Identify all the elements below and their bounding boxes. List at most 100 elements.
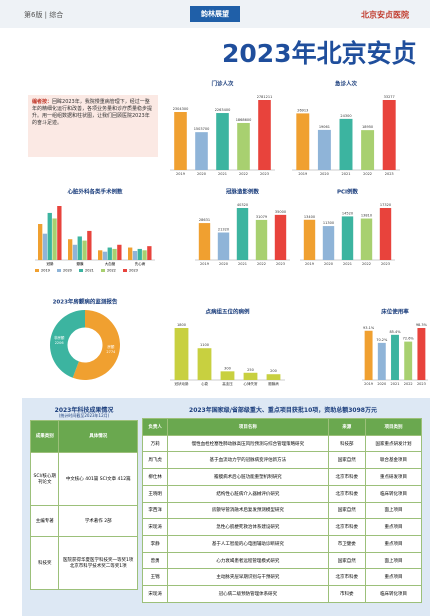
row: 万莉 慢性血栓栓塞性肺动脉高压风险预测与综合管理策略研究 科技部 国家重点研发计划 — [141, 434, 422, 453]
bar — [107, 247, 112, 260]
cell: SCI/核心期刊论文 — [29, 451, 60, 506]
bar — [220, 371, 235, 380]
x-label: 2022 — [239, 172, 248, 176]
cell: 重点项目 — [365, 518, 422, 537]
legend-label: 2023 — [129, 269, 138, 273]
bar — [266, 374, 281, 380]
bar — [128, 247, 133, 260]
cell: 基于血流动力学的冠脉病变评估新方法 — [167, 451, 329, 470]
value-label: 1503700 — [194, 127, 210, 131]
bar — [364, 330, 373, 380]
x-label: 2022 — [257, 262, 266, 266]
bar — [98, 250, 103, 260]
bar — [341, 216, 354, 260]
column-header: 负责人 — [141, 418, 169, 436]
x-label: 大血管 — [105, 261, 116, 266]
bar — [68, 239, 73, 260]
legend-swatch — [101, 269, 105, 272]
x-label: 2021 — [343, 262, 352, 266]
x-label: 先心病 — [135, 261, 146, 266]
row: 李静 基于人工智能的心电图辅助诊断研究 市卫健委 重点项目 — [141, 535, 422, 553]
x-label: 2021 — [238, 262, 247, 266]
row: 曾勇 心力衰竭患者远程管理模式研究 国家自然 面上项目 — [141, 551, 422, 570]
chart-title: 点病组五位的病例 — [205, 308, 250, 316]
cell: 北京市科委 — [327, 518, 367, 537]
bar — [174, 328, 189, 380]
cell: 国家重点研发计划 — [365, 434, 422, 453]
chart-title: 床位使用率 — [381, 308, 409, 316]
x-label: 2020 — [324, 262, 333, 266]
bar — [379, 208, 392, 260]
cell: 重点研发项目 — [365, 468, 422, 486]
value-label: 13400 — [304, 215, 315, 219]
value-label: 35000 — [275, 210, 286, 214]
bar — [258, 100, 271, 170]
bar — [77, 236, 82, 260]
x-label: 2020 — [197, 172, 206, 176]
cell: 瓣膜病术后心脏功能重塑机制研究 — [167, 468, 329, 486]
row: 主编专著 学术著作 2部 — [29, 504, 138, 538]
value-label: 2781211 — [257, 95, 273, 99]
value-label: 33277 — [384, 95, 395, 99]
x-label: 2020 — [219, 262, 228, 266]
value-label: 40320 — [237, 203, 248, 207]
cell: 主编专著 — [29, 504, 60, 538]
x-label: 2023 — [276, 262, 285, 266]
value-label: 11300 — [323, 221, 334, 225]
cell: 急性心肌梗死救治体系建设研究 — [167, 518, 329, 537]
cell: 冠心病二级预防管理体系研究 — [167, 585, 329, 603]
logo: 韵林展望 — [201, 9, 229, 18]
charts: 第6版 | 综合 韵林展望 北京安贞医院 2023年北京安贞 门诊人次 23043… — [0, 0, 430, 386]
bar — [195, 132, 208, 170]
tech-table: 成果类别 具体情况 SCI/核心期刊论文 中文核心 401篇 SCI文章 412篇 主编… — [29, 420, 138, 590]
x-label: 2019 — [305, 262, 314, 266]
cell: 李西洋 — [141, 501, 169, 520]
cell: 万莉 — [141, 434, 169, 453]
pie-slice — [49, 310, 85, 378]
cell: 中文核心 401篇 SCI文章 412篇 — [58, 451, 138, 506]
legend-swatch — [35, 269, 39, 272]
cell: 市卫健委 — [327, 535, 367, 553]
chart-title: 2023年房颤病的监测报告 — [53, 298, 118, 306]
bar — [339, 118, 353, 170]
cell: 曾勇 — [141, 551, 169, 570]
value-label: 93.1% — [363, 326, 375, 330]
x-label: 2020 — [377, 382, 386, 386]
value-label: 85.4% — [389, 330, 401, 334]
value-label: 1800 — [177, 323, 186, 327]
x-label: 心衰 — [201, 381, 208, 386]
value-label: 24300 — [340, 114, 351, 118]
x-label: 冠脉 — [47, 261, 54, 266]
value-label: 1868600 — [236, 118, 252, 122]
cell: 面上项目 — [365, 551, 422, 570]
cell: 慢性血栓栓塞性肺动脉高压风险预测与综合管理策略研究 — [167, 434, 329, 453]
cell: 重点项目 — [365, 535, 422, 553]
x-label: 2022 — [362, 262, 371, 266]
value-label: 13810 — [361, 214, 372, 218]
x-label: 2023 — [260, 172, 269, 176]
cell: 结构性心脏病介入器械评价研究 — [167, 484, 329, 503]
cell: 北京市科委 — [327, 468, 367, 486]
x-label: 2021 — [218, 172, 227, 176]
cell: 临床转化项目 — [365, 585, 422, 603]
x-label: 2023 — [381, 262, 390, 266]
value-label: 300 — [224, 366, 231, 370]
column-header: 成果类别 — [29, 420, 60, 453]
bar — [243, 372, 258, 380]
legend-swatch — [123, 269, 127, 272]
pie-slice — [72, 310, 120, 380]
cell: 主动脉夹层早期识别与干预研究 — [167, 568, 329, 587]
x-label: 2019 — [176, 172, 185, 176]
bar — [197, 348, 212, 380]
row: 柳仕林 瓣膜病术后心脏功能重塑机制研究 北京市科委 重点研发项目 — [141, 468, 422, 486]
row: SCI/核心期刊论文 中文核心 401篇 SCI文章 412篇 — [29, 451, 138, 506]
note-text: 回眸2023年，我院慢重病管理下，经过一整年的精细化运行和改善，各项业务量和诊疗… — [32, 99, 153, 126]
cell: 面上项目 — [365, 501, 422, 520]
bar — [255, 219, 268, 260]
bar — [360, 218, 373, 260]
bar — [47, 212, 52, 260]
bar — [236, 208, 249, 260]
legend-swatch — [79, 269, 83, 272]
x-label: 冠状动脉 — [175, 381, 189, 386]
x-label: 瓣膜病 — [268, 381, 279, 386]
